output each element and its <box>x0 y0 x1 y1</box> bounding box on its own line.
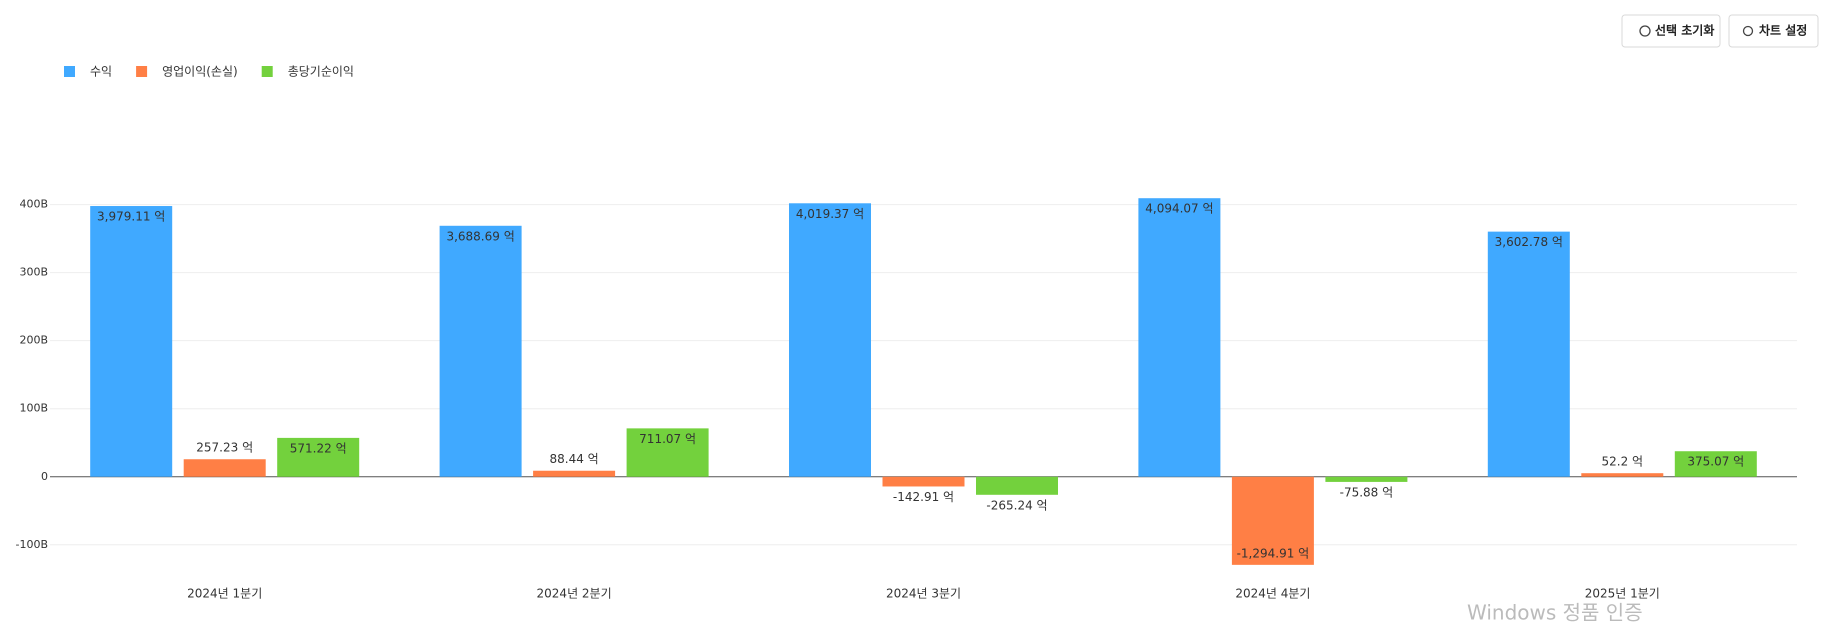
y-tick-label: -100B <box>15 538 48 551</box>
value-label: 257.23 억 <box>196 441 253 455</box>
x-tick-label: 2024년 1분기 <box>187 587 262 601</box>
value-label: 3,979.11 억 <box>97 210 165 224</box>
bar <box>1674 451 1757 477</box>
watermark: Windows 정품 인증 <box>1467 601 1643 625</box>
reset-icon <box>1639 25 1651 37</box>
button-frame[interactable] <box>1621 14 1721 48</box>
y-tick-label: 0 <box>41 470 48 483</box>
bar <box>533 470 616 477</box>
x-tick-label: 2025년 1분기 <box>1585 587 1660 601</box>
value-label: -265.24 억 <box>986 498 1047 512</box>
legend-label: 영업이익(손실) <box>162 65 238 79</box>
value-label: 3,602.78 억 <box>1495 235 1563 249</box>
settings-button[interactable]: 차트 설정 <box>1728 14 1819 48</box>
value-label: 4,019.37 억 <box>796 207 864 221</box>
x-tick-label: 2024년 2분기 <box>537 587 612 601</box>
y-tick-label: 400B <box>19 198 48 211</box>
legend-label: 총당기순이익 <box>288 65 354 79</box>
bar <box>976 476 1058 495</box>
value-label: -75.88 억 <box>1340 485 1394 499</box>
legend-label: 수익 <box>90 65 112 79</box>
x-tick-label: 2024년 4분기 <box>1235 587 1310 601</box>
legend-swatch <box>261 66 273 77</box>
x-tick-label: 2024년 3분기 <box>886 587 961 601</box>
bar <box>1325 476 1408 482</box>
value-label: 571.22 억 <box>290 441 347 455</box>
bar <box>789 203 871 477</box>
legend-swatch <box>136 66 148 77</box>
y-tick-label: 200B <box>19 334 48 347</box>
value-label: 88.44 억 <box>549 452 598 466</box>
y-tick-label: 300B <box>19 266 48 279</box>
button-label[interactable]: 차트 설정 <box>1759 23 1807 38</box>
bar <box>90 206 173 477</box>
bar <box>882 476 965 487</box>
value-label: 3,688.69 억 <box>446 229 514 243</box>
bar <box>277 437 360 477</box>
value-label: 52.2 억 <box>1602 455 1644 469</box>
button-frame[interactable] <box>1728 14 1819 48</box>
y-tick-label: 100B <box>19 402 48 415</box>
legend-swatch <box>64 66 75 77</box>
bar <box>1581 473 1664 477</box>
value-label: 375.07 억 <box>1687 455 1744 469</box>
bar <box>626 428 709 477</box>
value-label: -142.91 억 <box>893 490 954 504</box>
value-label: -1,294.91 억 <box>1237 546 1310 560</box>
value-label: 4,094.07 억 <box>1145 202 1213 216</box>
bar <box>183 459 266 477</box>
button-label[interactable]: 선택 초기화 <box>1655 23 1714 38</box>
value-label: 711.07 억 <box>639 432 696 446</box>
reset-button[interactable]: 선택 초기화 <box>1621 14 1721 48</box>
bar <box>1138 198 1221 477</box>
settings-icon <box>1742 25 1754 37</box>
bar <box>1487 231 1570 477</box>
bar <box>1231 476 1314 565</box>
bar <box>439 225 522 477</box>
